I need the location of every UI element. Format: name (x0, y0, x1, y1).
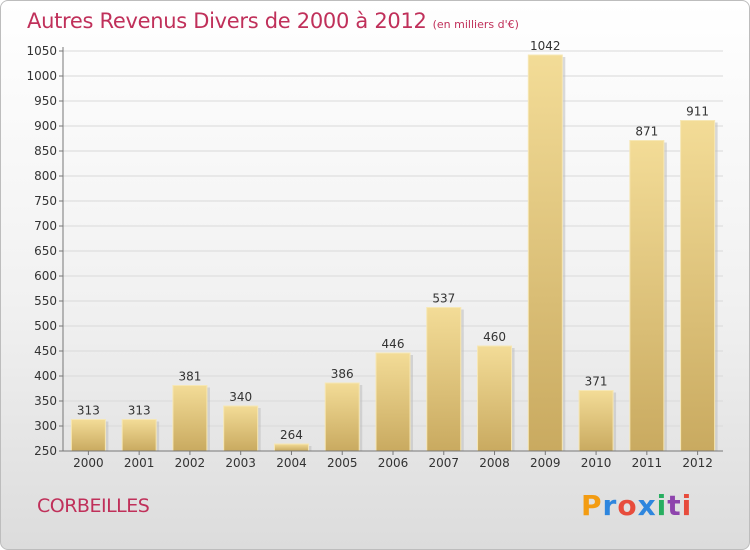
x-tick-label: 2009 (530, 456, 561, 470)
x-tick-label: 2006 (378, 456, 409, 470)
bar (680, 120, 716, 452)
y-tick-label: 300 (34, 419, 57, 433)
data-label: 313 (77, 404, 100, 418)
data-label: 446 (382, 337, 405, 351)
x-tick-label: 2008 (479, 456, 510, 470)
data-label: 1042 (530, 39, 561, 53)
data-label: 264 (280, 428, 303, 442)
y-tick-label: 250 (34, 444, 57, 458)
bar (527, 54, 563, 452)
y-tick-label: 650 (34, 244, 57, 258)
y-axis-ticks: 250 300 350 400 450 500 550 600 650 700 750 800 850 9… (26, 44, 63, 458)
y-tick-label: 400 (34, 369, 57, 383)
bar (324, 382, 360, 452)
x-tick-label: 2011 (632, 456, 663, 470)
data-label: 386 (331, 367, 354, 381)
data-label: 340 (229, 390, 252, 404)
bar (273, 443, 309, 452)
bar (477, 345, 513, 452)
x-tick-label: 2001 (124, 456, 155, 470)
bar (426, 307, 462, 452)
y-tick-label: 800 (34, 169, 57, 183)
x-axis-ticks: 2000 2001 2002 2003 2004 2005 2006 2007 2008 2009… (73, 451, 713, 470)
bar (121, 419, 157, 452)
y-tick-label: 1050 (26, 44, 57, 58)
x-tick-label: 2007 (428, 456, 459, 470)
x-tick-label: 2002 (175, 456, 206, 470)
data-label: 537 (432, 292, 455, 306)
x-tick-label: 2003 (225, 456, 256, 470)
bar (172, 385, 208, 452)
data-label: 381 (178, 370, 201, 384)
chart-title-text: Autres Revenus Divers de 2000 à 2012 (27, 9, 427, 33)
x-tick-label: 2000 (73, 456, 104, 470)
x-tick-label: 2010 (581, 456, 612, 470)
y-tick-label: 550 (34, 294, 57, 308)
data-labels: 313 313 381 340 264 386 446 537 460 1042 371 871 911 (77, 39, 709, 442)
bar (375, 352, 411, 452)
bars (70, 54, 718, 452)
data-label: 313 (128, 404, 151, 418)
y-tick-label: 350 (34, 394, 57, 408)
data-label: 871 (635, 125, 658, 139)
y-tick-label: 450 (34, 344, 57, 358)
y-tick-label: 750 (34, 194, 57, 208)
axes (62, 47, 723, 452)
data-label: 460 (483, 330, 506, 344)
y-tick-label: 500 (34, 319, 57, 333)
y-tick-label: 950 (34, 94, 57, 108)
proxiti-logo[interactable]: Proxiti (581, 489, 693, 522)
bar (223, 405, 259, 452)
x-tick-label: 2012 (682, 456, 713, 470)
y-tick-label: 1000 (26, 69, 57, 83)
data-label: 371 (585, 375, 608, 389)
y-tick-label: 900 (34, 119, 57, 133)
city-name: CORBEILLES (37, 495, 150, 517)
x-tick-label: 2005 (327, 456, 358, 470)
y-tick-label: 600 (34, 269, 57, 283)
bar (578, 390, 614, 452)
x-tick-label: 2004 (276, 456, 307, 470)
bar (629, 140, 665, 452)
data-label: 911 (686, 105, 709, 119)
y-tick-label: 850 (34, 144, 57, 158)
chart-subtitle: (en milliers d'€) (432, 18, 519, 31)
bar (70, 419, 106, 452)
chart-title: Autres Revenus Divers de 2000 à 2012 (en … (27, 9, 519, 33)
y-tick-label: 700 (34, 219, 57, 233)
